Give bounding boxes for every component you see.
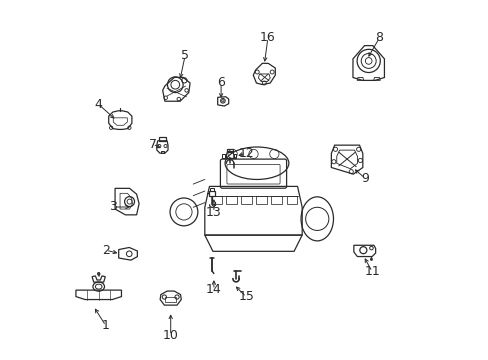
Text: 11: 11 (364, 265, 379, 278)
Point (117, 109, 123, 113)
Line: 2 pts: 2 pts (338, 152, 355, 167)
Point (230, 166, 236, 171)
Point (294, 194, 300, 198)
Text: 14: 14 (205, 283, 222, 296)
Bar (222, 154, 224, 158)
Point (202, 189, 207, 193)
Line: 2 pts: 2 pts (260, 74, 268, 81)
Point (117, 106, 123, 110)
Point (209, 193, 215, 198)
Point (368, 257, 374, 261)
Point (96, 288, 102, 292)
Line: 2 pts: 2 pts (193, 191, 204, 196)
Point (206, 194, 212, 198)
Text: 8: 8 (375, 31, 383, 44)
Bar (159, 137, 166, 141)
Point (236, 276, 242, 281)
Point (209, 269, 215, 273)
Point (335, 150, 341, 154)
Point (230, 161, 236, 166)
Point (84, 288, 90, 292)
Line: 2 pts: 2 pts (167, 86, 185, 96)
Point (335, 164, 341, 168)
Bar (210, 188, 214, 190)
Point (227, 156, 233, 161)
Point (209, 269, 215, 273)
Bar (208, 190, 215, 195)
Point (210, 256, 216, 260)
Text: 10: 10 (163, 329, 178, 342)
Bar (286, 196, 296, 204)
Bar (160, 151, 164, 153)
Bar (211, 196, 221, 204)
Text: 2: 2 (102, 244, 110, 257)
Text: 13: 13 (205, 206, 222, 219)
Point (265, 72, 271, 76)
Point (164, 86, 170, 90)
Point (233, 276, 239, 281)
Point (233, 269, 239, 273)
Text: 16: 16 (260, 31, 275, 44)
Text: 5: 5 (181, 49, 189, 62)
Point (236, 274, 242, 278)
Point (238, 269, 244, 273)
Line: 2 pts: 2 pts (193, 203, 204, 207)
Point (209, 256, 215, 260)
Point (211, 200, 217, 204)
Text: 12: 12 (238, 147, 254, 159)
Point (209, 203, 215, 207)
Point (190, 205, 196, 210)
Text: 3: 3 (109, 201, 117, 213)
Bar (226, 149, 233, 152)
Point (84, 297, 90, 302)
Point (183, 84, 188, 88)
Bar (241, 196, 251, 204)
Point (204, 191, 210, 195)
Point (265, 78, 271, 83)
Point (202, 177, 207, 181)
Point (258, 78, 264, 83)
Bar (233, 154, 235, 158)
Point (368, 255, 374, 259)
Line: 2 pts: 2 pts (261, 74, 268, 81)
Point (210, 271, 216, 275)
Text: 7: 7 (148, 138, 156, 150)
Text: 6: 6 (217, 76, 224, 89)
Point (205, 191, 211, 195)
Line: 2 pts: 2 pts (338, 152, 355, 166)
Bar (226, 196, 236, 204)
Text: 15: 15 (238, 291, 254, 303)
Point (257, 72, 263, 76)
Text: 9: 9 (361, 172, 368, 185)
Point (352, 165, 358, 169)
Point (96, 297, 102, 302)
Line: 2 pts: 2 pts (167, 88, 186, 97)
Line: 2 pts: 2 pts (193, 179, 204, 184)
Point (211, 203, 217, 207)
Point (207, 256, 213, 260)
Bar (271, 196, 281, 204)
Point (96, 274, 102, 278)
Point (190, 182, 196, 186)
Point (96, 271, 102, 275)
Point (183, 95, 189, 99)
Line: 2 pts: 2 pts (212, 271, 213, 273)
Text: 1: 1 (102, 319, 110, 332)
Point (107, 288, 113, 292)
Point (202, 201, 207, 205)
Point (227, 161, 233, 166)
Point (352, 150, 358, 154)
Point (190, 194, 196, 198)
Point (164, 94, 170, 98)
Point (230, 269, 236, 273)
Text: 4: 4 (95, 98, 102, 111)
Point (107, 297, 113, 302)
Bar (256, 196, 266, 204)
